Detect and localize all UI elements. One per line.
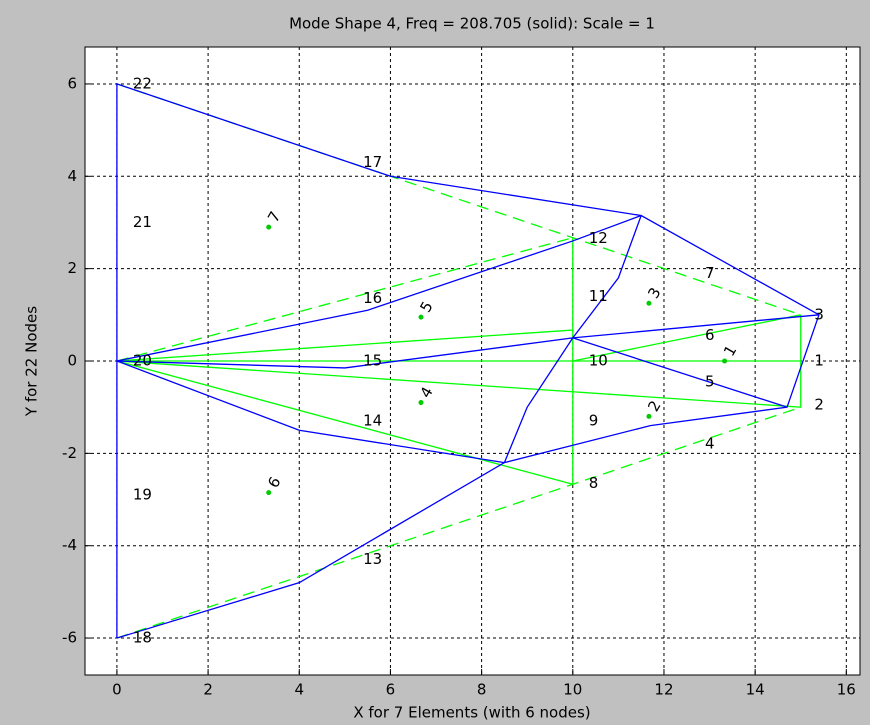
node-label: 15 xyxy=(363,352,382,370)
element-marker xyxy=(646,300,652,306)
node-label: 1 xyxy=(814,352,824,370)
x-tick-label: 6 xyxy=(386,681,396,699)
node-label: 16 xyxy=(363,289,382,307)
x-tick-label: 16 xyxy=(837,681,856,699)
node-label: 9 xyxy=(589,412,599,430)
node-label: 11 xyxy=(589,287,608,305)
y-axis-label: Y for 22 Nodes xyxy=(23,306,41,417)
node-label: 3 xyxy=(814,305,824,323)
x-tick-label: 0 xyxy=(112,681,122,699)
x-axis-label: X for 7 Elements (with 6 nodes) xyxy=(353,704,590,722)
y-tick-label: -2 xyxy=(62,444,77,462)
node-label: 2 xyxy=(814,395,824,413)
x-tick-label: 14 xyxy=(746,681,765,699)
node-label: 8 xyxy=(589,474,599,492)
node-label: 17 xyxy=(363,153,382,171)
element-marker xyxy=(646,413,652,419)
x-tick-label: 2 xyxy=(203,681,213,699)
node-label: 13 xyxy=(363,550,382,568)
y-tick-label: 0 xyxy=(67,352,77,370)
mesh-line xyxy=(116,83,820,639)
y-tick-label: 4 xyxy=(67,167,77,185)
node-label: 21 xyxy=(133,213,152,231)
y-tick-label: -4 xyxy=(62,536,77,554)
x-tick-label: 12 xyxy=(654,681,673,699)
node-label: 6 xyxy=(705,326,715,344)
node-label: 12 xyxy=(589,229,608,247)
node-label: 22 xyxy=(133,74,152,92)
x-tick-label: 8 xyxy=(477,681,487,699)
chart-title: Mode Shape 4, Freq = 208.705 (solid): Sc… xyxy=(289,15,655,33)
node-label: 20 xyxy=(133,352,152,370)
node-label: 7 xyxy=(705,264,715,282)
x-tick-label: 10 xyxy=(563,681,582,699)
y-tick-label: 6 xyxy=(67,74,77,92)
element-marker xyxy=(418,400,424,406)
node-label: 4 xyxy=(705,435,715,453)
y-tick-label: -6 xyxy=(62,629,77,647)
node-label: 18 xyxy=(133,629,152,647)
x-tick-label: 4 xyxy=(294,681,304,699)
node-label: 10 xyxy=(589,352,608,370)
node-label: 5 xyxy=(705,372,715,390)
element-marker xyxy=(266,224,272,230)
element-marker xyxy=(266,490,272,496)
node-label: 19 xyxy=(133,485,152,503)
mesh-line xyxy=(116,237,802,485)
element-marker xyxy=(418,314,424,320)
y-tick-label: 2 xyxy=(67,259,77,277)
element-marker xyxy=(722,358,728,364)
node-label: 14 xyxy=(363,412,382,430)
